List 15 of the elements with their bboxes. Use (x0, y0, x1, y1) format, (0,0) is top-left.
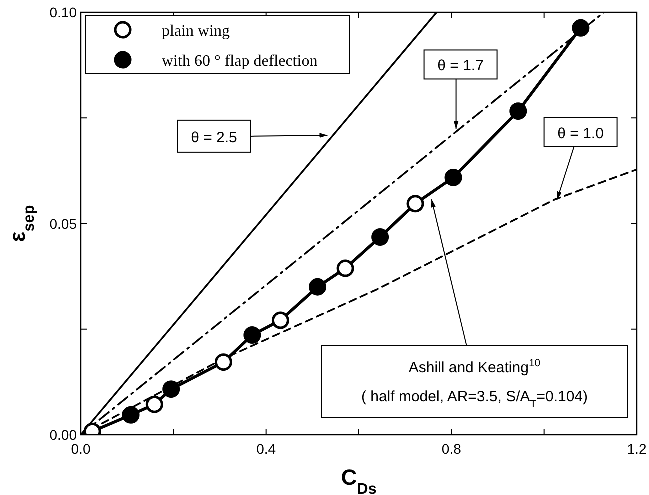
x-tick-label: 0.0 (71, 441, 91, 457)
annotation: θ = 2.5 (191, 129, 238, 146)
x-tick-label: 0.8 (442, 441, 462, 457)
legend-label: with 60 ° flap deflection (162, 53, 318, 70)
y-tick-label: 0.10 (50, 4, 78, 20)
x-tick-label: 0.4 (256, 441, 276, 457)
annotation: ( half model, AR=3.5, S/A$_{T}$=0.104) (361, 388, 588, 411)
x-tick-label: 1.2 (627, 441, 647, 457)
annotation: Ashill and Keating$^{10}$ (408, 358, 541, 377)
annotation: θ = 1.0 (558, 125, 604, 142)
y-tick-label: 0.05 (50, 216, 78, 232)
legend-label: plain wing (162, 23, 230, 40)
annotation: θ = 1.7 (438, 58, 484, 75)
x-axis-title: C$_{Ds}$ (341, 465, 377, 495)
y-tick-label: 0.00 (50, 427, 78, 443)
